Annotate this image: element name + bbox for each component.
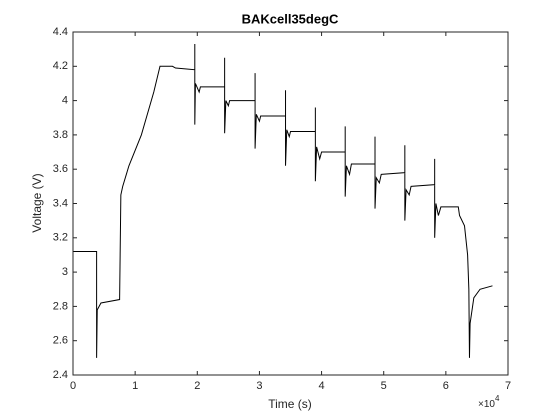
y-tick-label: 2.6 (53, 335, 68, 347)
x-tick-label: 2 (194, 380, 200, 392)
x-axis-label: Time (s) (268, 397, 312, 411)
y-axis-label: Voltage (V) (30, 173, 44, 232)
x-multiplier-exponent: 4 (495, 394, 500, 403)
x-tick-label: 4 (319, 380, 325, 392)
y-tick-label: 3.6 (53, 163, 68, 175)
plot-area (73, 32, 508, 375)
x-tick-label: 0 (70, 380, 76, 392)
y-tick-label: 2.4 (53, 369, 68, 381)
x-tick-label: 3 (256, 380, 262, 392)
y-tick-label: 2.8 (53, 300, 68, 312)
y-tick-label: 3.8 (53, 129, 68, 141)
data-line (73, 44, 493, 358)
axes-box (72, 31, 509, 376)
y-tick-label: 3.2 (53, 232, 68, 244)
y-tick-label: 3.4 (53, 197, 68, 209)
chart-title: BAKcell35degC (242, 11, 339, 26)
x-tick-label: 5 (381, 380, 387, 392)
x-tick-label: 7 (505, 380, 511, 392)
x-tick-label: 6 (443, 380, 449, 392)
x-multiplier-base: ×10 (478, 399, 495, 410)
y-tick-label: 4 (62, 95, 68, 107)
y-tick-label: 4.4 (53, 26, 68, 38)
y-tick-label: 4.2 (53, 60, 68, 72)
y-tick-label: 3 (62, 266, 68, 278)
x-multiplier: ×104 (478, 394, 500, 410)
x-tick-label: 1 (132, 380, 138, 392)
